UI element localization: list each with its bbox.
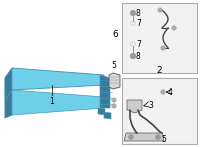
- Circle shape: [112, 104, 116, 108]
- Text: 7: 7: [136, 19, 141, 27]
- Polygon shape: [5, 90, 104, 118]
- Polygon shape: [5, 68, 104, 100]
- Text: 5: 5: [161, 136, 166, 145]
- Text: 8: 8: [136, 9, 141, 17]
- Polygon shape: [5, 90, 12, 118]
- Polygon shape: [127, 100, 142, 113]
- Text: 1: 1: [50, 97, 54, 106]
- Circle shape: [161, 90, 165, 94]
- FancyBboxPatch shape: [122, 3, 197, 73]
- Circle shape: [161, 46, 165, 50]
- Polygon shape: [100, 75, 110, 108]
- Polygon shape: [5, 68, 12, 100]
- Text: 5: 5: [112, 61, 116, 70]
- Circle shape: [112, 98, 116, 102]
- Text: 2: 2: [157, 66, 162, 75]
- Circle shape: [128, 135, 134, 140]
- Text: 4: 4: [168, 87, 173, 96]
- Circle shape: [130, 53, 136, 59]
- Circle shape: [172, 26, 176, 30]
- Text: 8: 8: [136, 51, 141, 61]
- Text: 7: 7: [136, 40, 141, 49]
- Polygon shape: [109, 73, 120, 89]
- Circle shape: [156, 135, 160, 140]
- Text: 6: 6: [112, 30, 118, 39]
- Polygon shape: [124, 133, 164, 141]
- FancyBboxPatch shape: [122, 78, 197, 144]
- Polygon shape: [104, 112, 111, 119]
- Circle shape: [130, 10, 136, 16]
- Text: 3: 3: [148, 101, 153, 110]
- Circle shape: [158, 8, 162, 12]
- Polygon shape: [98, 108, 105, 115]
